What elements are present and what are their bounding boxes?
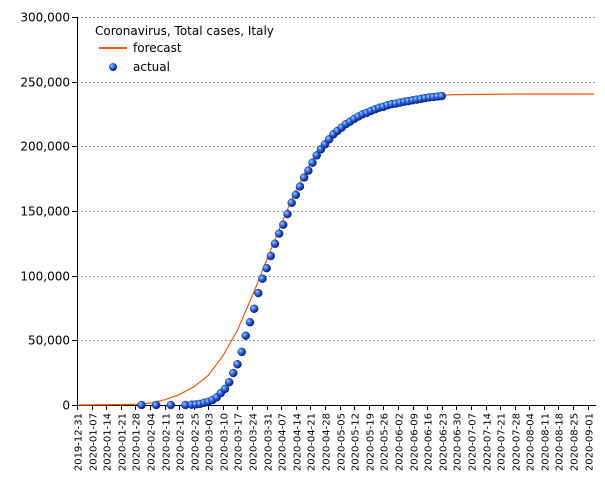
x-tick-label: 2020-02-11 — [162, 413, 173, 471]
x-tick-label: 2020-06-16 — [424, 413, 435, 471]
x-tick-label: 2020-05-19 — [366, 413, 377, 471]
actual-data-point — [291, 190, 301, 200]
x-tick-label: 2020-07-07 — [468, 413, 479, 471]
x-tick-label: 2020-08-11 — [541, 413, 552, 471]
x-tick-label: 2020-07-21 — [497, 413, 508, 471]
y-tick-label: 50,000 — [28, 334, 70, 348]
actual-data-point — [295, 182, 305, 191]
actual-data-point — [233, 360, 242, 369]
y-tick-label: 250,000 — [20, 76, 70, 90]
x-tick-label: 2020-01-07 — [89, 413, 100, 471]
x-tick-label: 2020-03-10 — [220, 413, 231, 471]
x-tick-label: 2020-05-26 — [380, 413, 391, 471]
actual-data-point — [245, 318, 255, 327]
data-series — [79, 91, 594, 410]
actual-data-point — [224, 378, 234, 387]
actual-data-point — [241, 331, 251, 340]
legend-actual-swatch — [109, 63, 117, 71]
x-tick-labels: 2019-12-31 2020-01-07 2020-01-14 2020-01-21… — [74, 413, 596, 471]
actual-data-point — [300, 173, 309, 182]
x-tick-label: 2020-03-03 — [205, 413, 216, 471]
actual-data-point — [262, 264, 271, 273]
x-tick-label: 2020-02-18 — [176, 413, 187, 471]
x-tick-label: 2020-07-14 — [483, 413, 494, 471]
x-tick-label: 2020-06-30 — [453, 413, 464, 471]
actual-data-point — [137, 400, 146, 410]
x-tick-label: 2020-06-09 — [410, 413, 421, 471]
x-tick-label: 2019-12-31 — [74, 413, 85, 471]
axes — [72, 17, 596, 410]
y-tick-label: 0 — [62, 399, 70, 413]
x-tick-label: 2020-08-25 — [570, 413, 581, 471]
actual-data-point — [249, 304, 259, 313]
actual-data-point — [270, 239, 280, 249]
x-tick-label: 2020-09-01 — [585, 413, 596, 471]
grid-lines — [77, 17, 596, 341]
x-tick-label: 2020-03-17 — [234, 413, 245, 471]
x-tick-label: 2020-04-14 — [293, 413, 304, 471]
y-tick-label: 200,000 — [20, 140, 70, 154]
x-tick-label: 2020-06-23 — [439, 413, 450, 471]
actual-data-point — [308, 158, 317, 167]
x-tick-label: 2020-01-28 — [132, 413, 143, 471]
legend-forecast-label: forecast — [133, 41, 182, 55]
x-tick-label: 2020-05-05 — [337, 413, 348, 471]
actual-data-point — [287, 198, 296, 208]
x-tick-label: 2020-07-28 — [512, 413, 523, 471]
actual-data-point — [151, 400, 161, 410]
x-tick-label: 2020-04-07 — [278, 413, 289, 471]
x-tick-label: 2020-05-12 — [351, 413, 362, 471]
actual-data-point — [220, 384, 230, 394]
legend: Coronavirus, Total cases, Italy forecast… — [95, 24, 274, 74]
x-tick-label: 2020-08-04 — [526, 413, 537, 471]
y-tick-labels: 0 50,000 100,000 150,000 200,000 250,000 300,0… — [20, 11, 70, 413]
actual-data-point — [237, 347, 246, 357]
actual-data-point — [312, 151, 321, 160]
x-tick-label: 2020-04-21 — [307, 413, 318, 471]
actual-data-point — [304, 166, 313, 175]
forecast-line — [79, 93, 594, 406]
actual-data-point — [229, 368, 238, 378]
x-tick-label: 2020-02-04 — [147, 413, 158, 471]
x-tick-label: 2020-03-31 — [264, 413, 275, 471]
legend-actual-label: actual — [133, 60, 170, 74]
actual-data-point — [258, 274, 267, 283]
actual-data-point — [275, 229, 284, 238]
y-tick-label: 150,000 — [20, 205, 70, 219]
y-tick-label: 100,000 — [20, 270, 70, 284]
chart-title: Coronavirus, Total cases, Italy — [95, 24, 274, 38]
y-tick-label: 300,000 — [20, 11, 70, 25]
x-tick-label: 2020-08-18 — [555, 413, 566, 471]
x-tick-label: 2020-01-21 — [118, 413, 129, 471]
actual-data-point — [437, 91, 446, 101]
actual-data-point — [266, 251, 275, 261]
actual-data-point — [254, 288, 263, 298]
actual-data-point — [166, 400, 176, 410]
x-tick-label: 2020-06-02 — [395, 413, 406, 471]
actual-data-point — [283, 209, 292, 219]
x-tick-label: 2020-01-14 — [103, 413, 114, 471]
x-tick-label: 2020-04-28 — [322, 413, 333, 471]
x-tick-label: 2020-03-24 — [249, 413, 260, 471]
actual-data-point — [279, 220, 288, 229]
x-tick-label: 2020-02-25 — [191, 413, 202, 471]
